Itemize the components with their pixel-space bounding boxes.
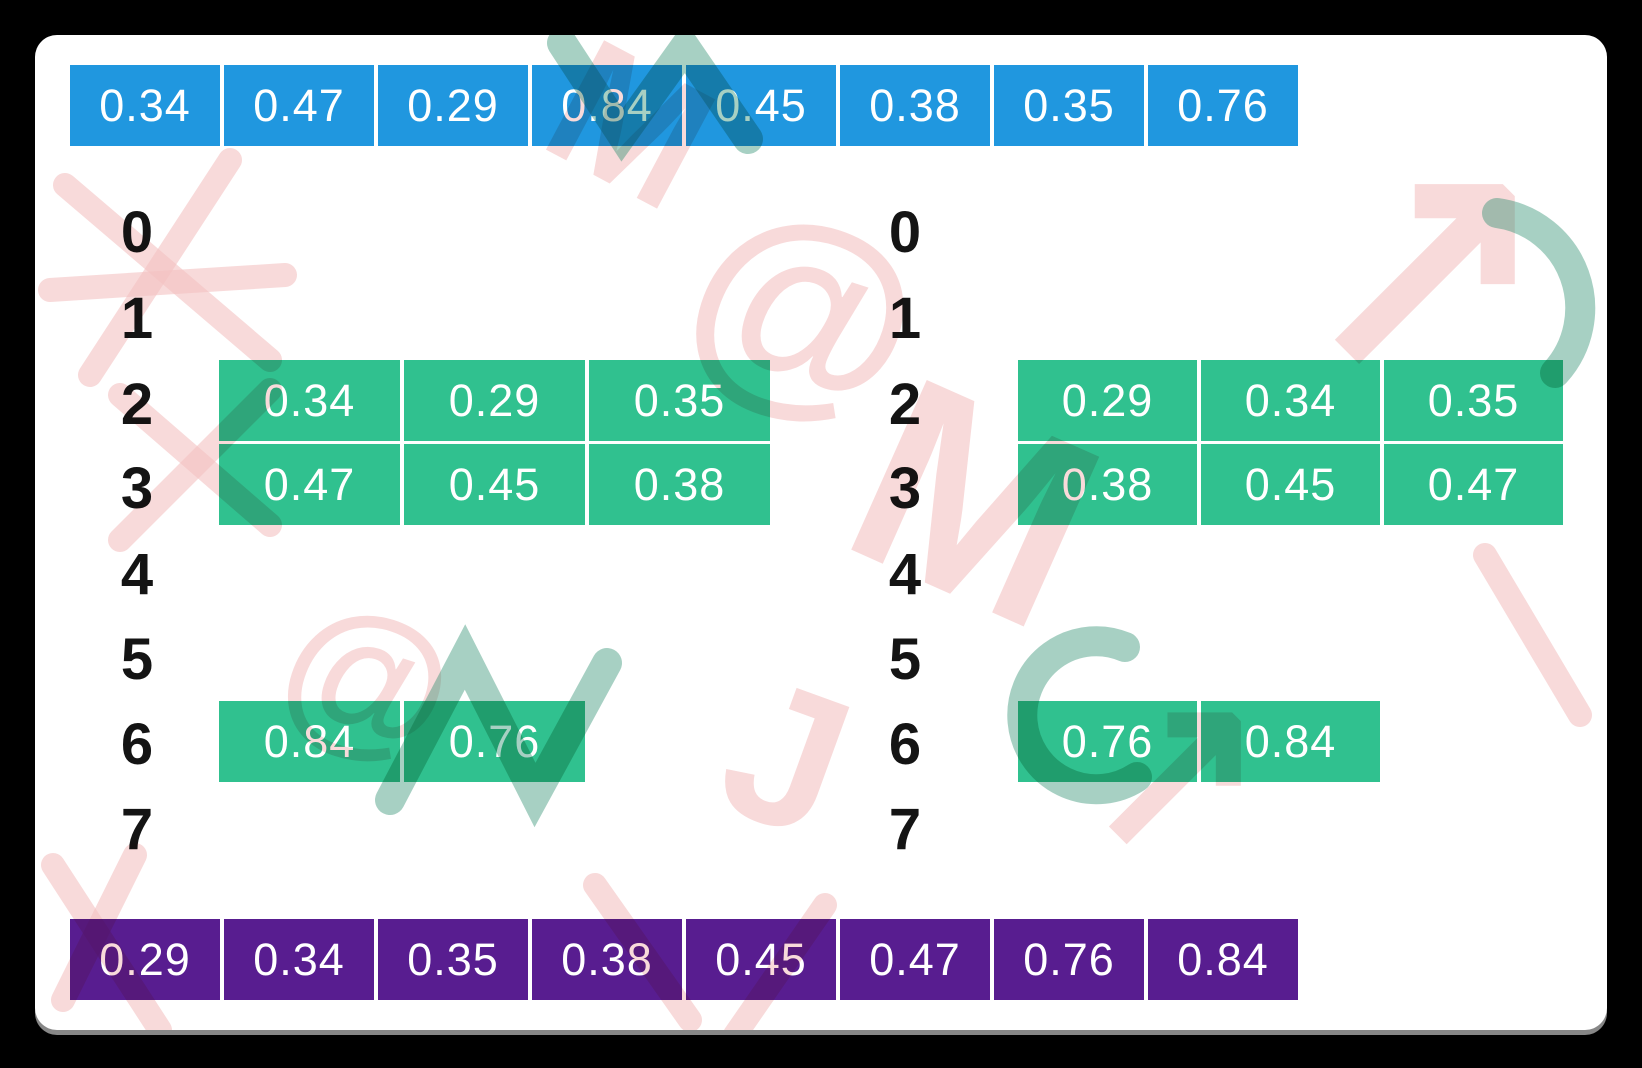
bucket-6-sorted-row: 0.76 0.84: [1018, 701, 1380, 782]
bucket-2-unsorted-row: 0.34 0.29 0.35: [219, 360, 770, 441]
bucket-index-label-right-2: 2: [888, 372, 922, 437]
array-cell: 0.34: [70, 65, 220, 146]
array-cell: 0.76: [1148, 65, 1298, 146]
bucket-index-label-left-4: 4: [120, 542, 154, 607]
bucket-3-sorted-row: 0.38 0.45 0.47: [1018, 444, 1563, 525]
array-cell: 0.45: [686, 919, 836, 1000]
array-cell: 0.29: [70, 919, 220, 1000]
bucket-3-unsorted-row: 0.47 0.45 0.38: [219, 444, 770, 525]
bucket-cell: 0.34: [219, 360, 400, 441]
bucket-cell: 0.45: [1201, 444, 1380, 525]
input-array-row: 0.34 0.47 0.29 0.84 0.45 0.38 0.35 0.76: [70, 65, 1298, 146]
bucket-cell: 0.38: [1018, 444, 1197, 525]
bucket-index-label-left-6: 6: [120, 712, 154, 777]
array-cell: 0.76: [994, 919, 1144, 1000]
bucket-cell: 0.47: [1384, 444, 1563, 525]
bucket-index-label-right-0: 0: [888, 200, 922, 265]
bucket-cell: 0.29: [1018, 360, 1197, 441]
watermark-j-icon: J: [696, 634, 877, 882]
bucket-cell: 0.38: [589, 444, 770, 525]
bucket-6-unsorted-row: 0.84 0.76: [219, 701, 585, 782]
array-cell: 0.84: [532, 65, 682, 146]
bucket-index-label-left-0: 0: [120, 200, 154, 265]
bucket-cell: 0.34: [1201, 360, 1380, 441]
array-cell: 0.47: [224, 65, 374, 146]
array-cell: 0.84: [1148, 919, 1298, 1000]
bucket-index-label-left-1: 1: [120, 286, 154, 351]
bucket-index-label-right-5: 5: [888, 627, 922, 692]
bucket-cell: 0.35: [589, 360, 770, 441]
array-cell: 0.34: [224, 919, 374, 1000]
bucket-index-label-right-4: 4: [888, 542, 922, 607]
array-cell: 0.47: [840, 919, 990, 1000]
array-cell: 0.35: [378, 919, 528, 1000]
bucket-cell: 0.47: [219, 444, 400, 525]
diagram-card: 0.34 0.47 0.29 0.84 0.45 0.38 0.35 0.76 …: [35, 35, 1607, 1030]
bucket-index-label-right-1: 1: [888, 286, 922, 351]
watermark-overlay: @ @ M M ↗ ↗ J: [38, 35, 1596, 1030]
bucket-index-label-right-7: 7: [888, 797, 922, 862]
bucket-index-label-right-3: 3: [888, 456, 922, 521]
bucket-2-sorted-row: 0.29 0.34 0.35: [1018, 360, 1563, 441]
bucket-cell: 0.84: [219, 701, 400, 782]
array-cell: 0.35: [994, 65, 1144, 146]
bucket-cell: 0.84: [1201, 701, 1380, 782]
array-cell: 0.45: [686, 65, 836, 146]
array-cell: 0.29: [378, 65, 528, 146]
bucket-cell: 0.76: [404, 701, 585, 782]
bucket-index-label-left-3: 3: [120, 456, 154, 521]
bucket-index-label-left-5: 5: [120, 627, 154, 692]
array-cell: 0.38: [532, 919, 682, 1000]
bucket-index-label-left-7: 7: [120, 797, 154, 862]
bucket-cell: 0.45: [404, 444, 585, 525]
bucket-index-label-left-2: 2: [120, 372, 154, 437]
bucket-cell: 0.76: [1018, 701, 1197, 782]
bucket-cell: 0.29: [404, 360, 585, 441]
output-array-row: 0.29 0.34 0.35 0.38 0.45 0.47 0.76 0.84: [70, 919, 1298, 1000]
array-cell: 0.38: [840, 65, 990, 146]
bucket-cell: 0.35: [1384, 360, 1563, 441]
bucket-index-label-right-6: 6: [888, 712, 922, 777]
